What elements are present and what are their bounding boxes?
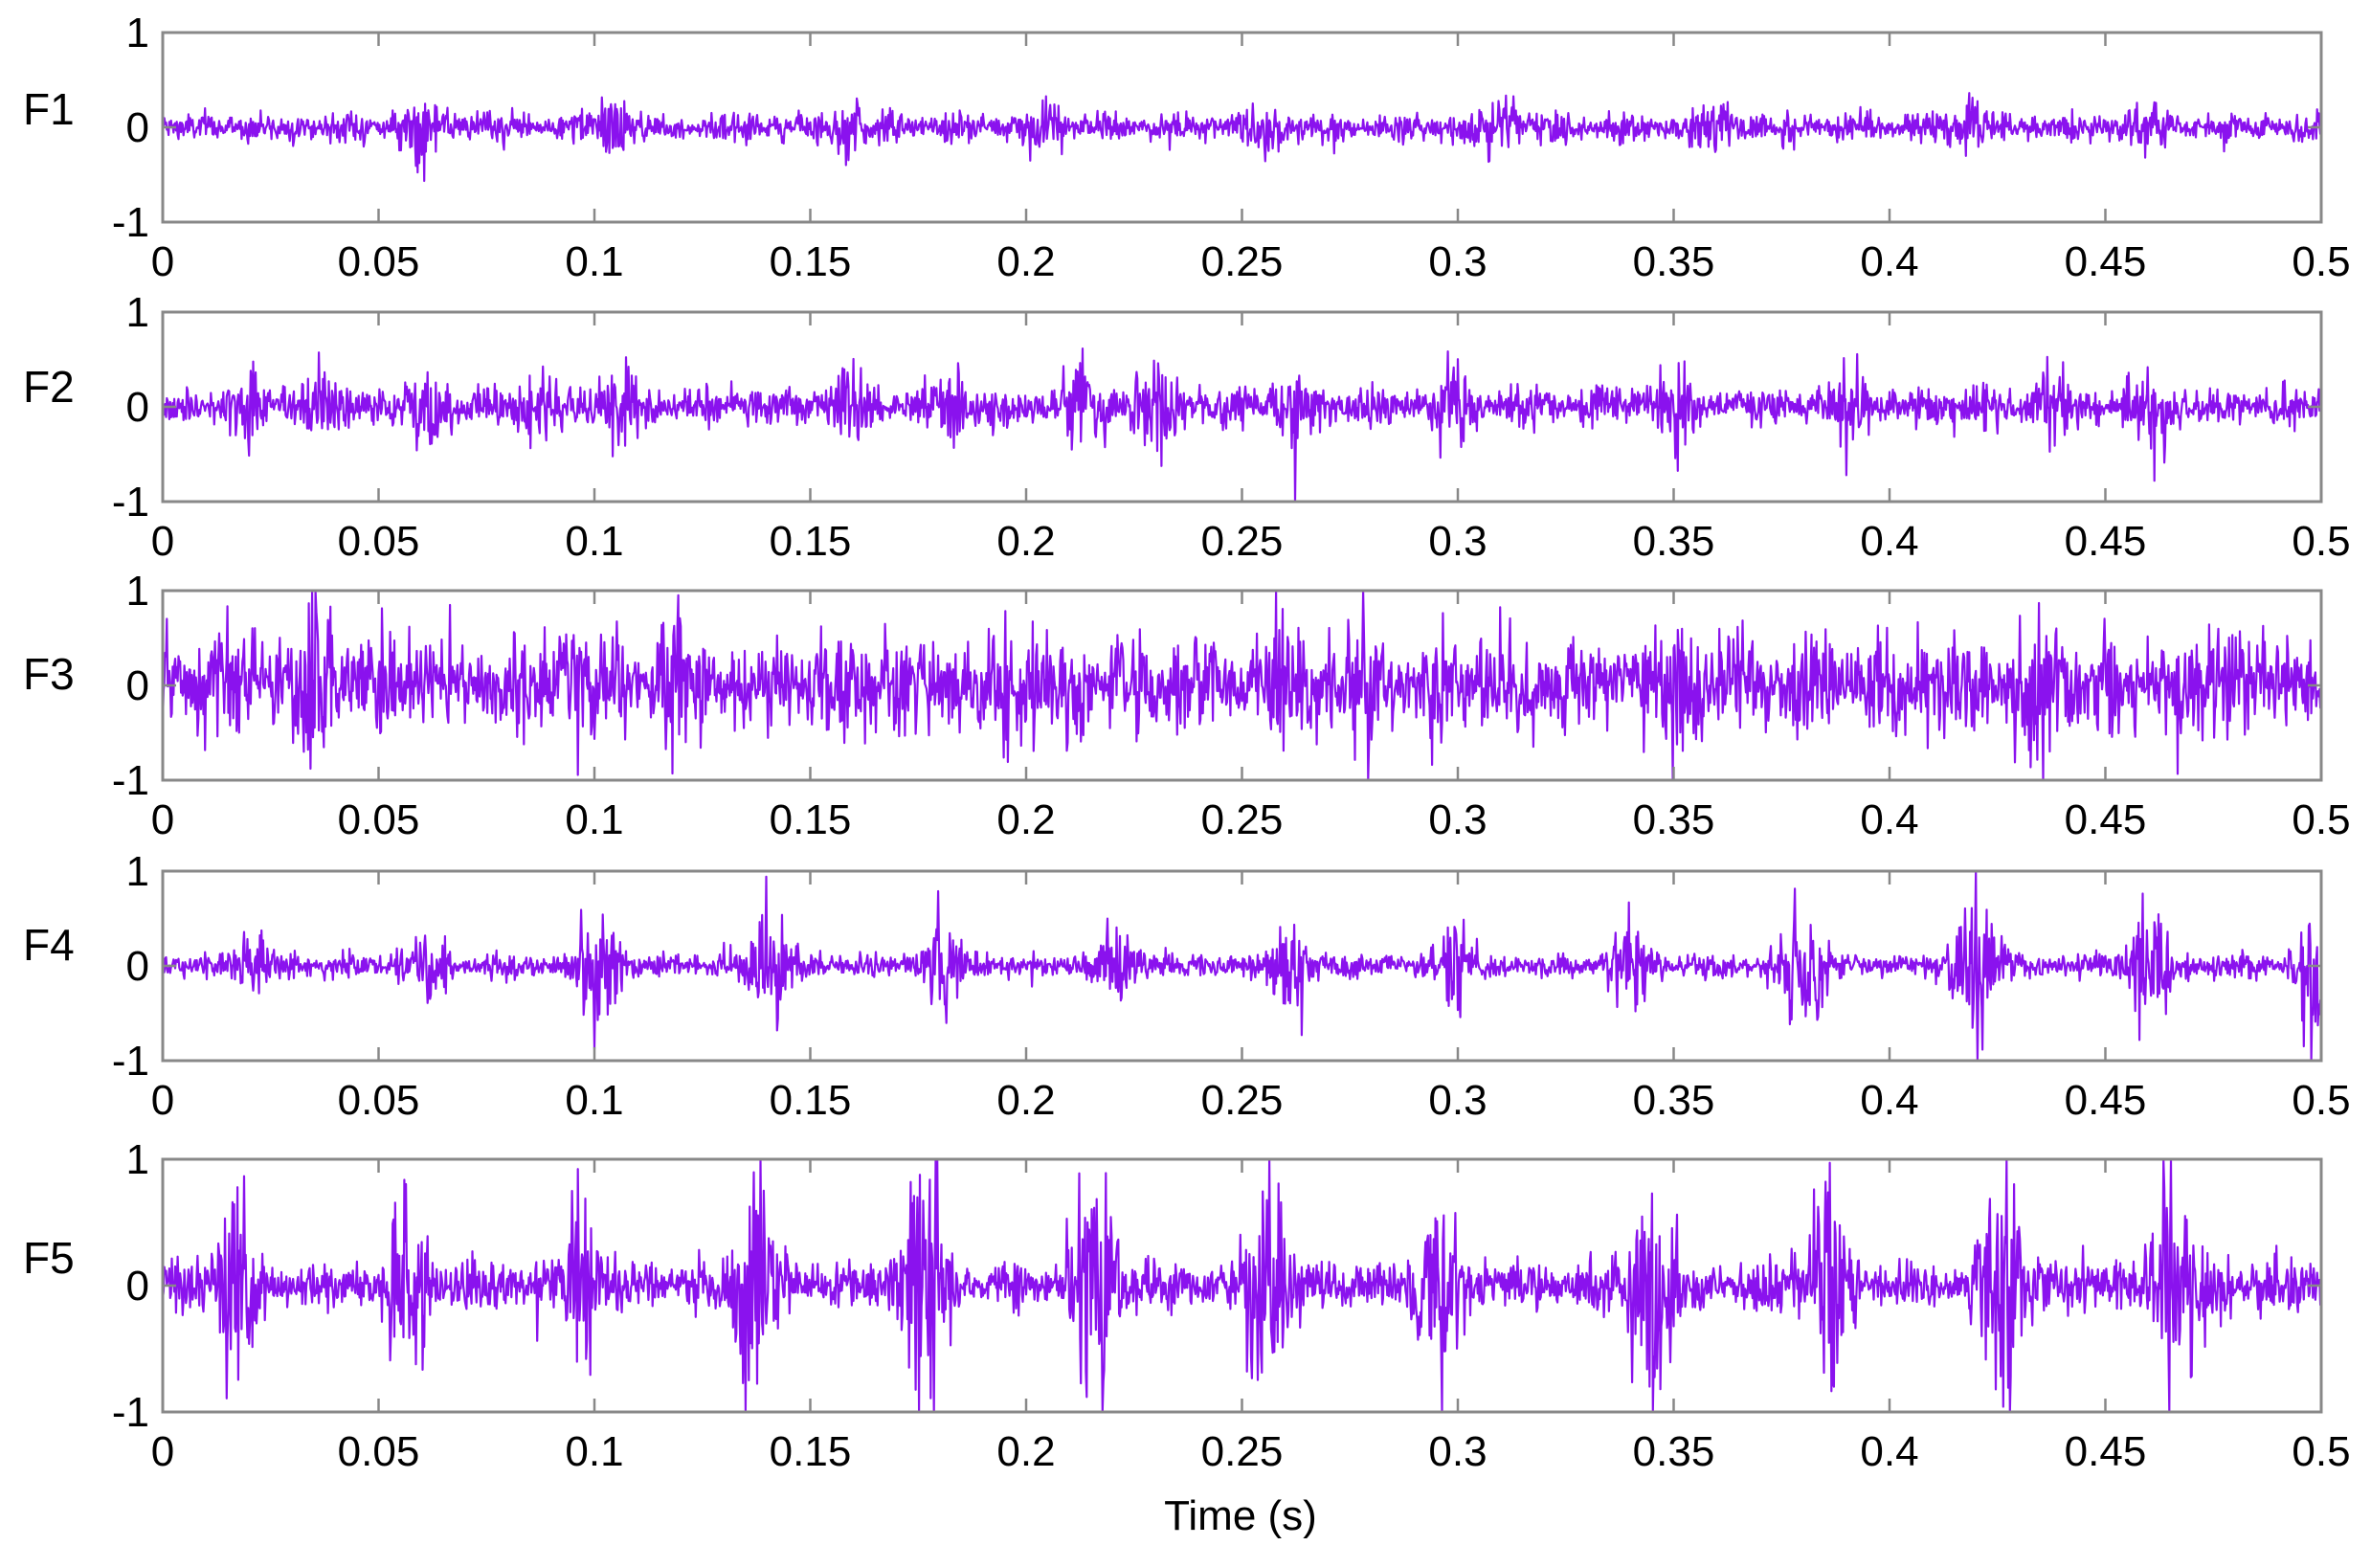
x-tick-label: 0.4 bbox=[1860, 1428, 1918, 1475]
y-tick-label: 0 bbox=[126, 1263, 149, 1310]
x-tick-label: 0.05 bbox=[338, 518, 420, 565]
y-tick-label: 0 bbox=[126, 104, 149, 151]
x-tick-label: 0.25 bbox=[1201, 238, 1284, 285]
panel-f5: 0 0.05 0.1 0.15 0.2 0.25 0.3 0.35 0.4 0.45 0.510-1… bbox=[23, 1136, 2351, 1475]
x-axis-label: Time (s) bbox=[1164, 1492, 1317, 1539]
x-tick-label: 0.1 bbox=[565, 238, 623, 285]
x-tick-label: 0 bbox=[151, 238, 174, 285]
panel-label-f3: F3 bbox=[23, 649, 75, 699]
x-tick-label: 0.05 bbox=[338, 796, 420, 843]
x-tick-label: 0.25 bbox=[1201, 1428, 1284, 1475]
x-tick-label: 0.1 bbox=[565, 796, 623, 843]
signal-line-f4 bbox=[161, 869, 2323, 1063]
x-tick-label: 0.3 bbox=[1428, 1428, 1487, 1475]
y-tick-label: 1 bbox=[126, 1136, 149, 1183]
panel-label-f4: F4 bbox=[23, 920, 75, 970]
x-tick-label: 0.2 bbox=[996, 1077, 1055, 1124]
x-tick-label: 0.35 bbox=[1633, 238, 1715, 285]
x-tick-label: 0.4 bbox=[1860, 518, 1918, 565]
panel-f1: 0 0.05 0.1 0.15 0.2 0.25 0.3 0.35 0.4 0.45 0.510-1… bbox=[23, 10, 2351, 285]
x-tick-label: 0.05 bbox=[338, 238, 420, 285]
y-tick-label: 0 bbox=[126, 943, 149, 990]
y-tick-label: 0 bbox=[126, 384, 149, 431]
x-tick-label: 0.35 bbox=[1633, 518, 1715, 565]
x-tick-label: 0.25 bbox=[1201, 518, 1284, 565]
x-tick-label: 0.35 bbox=[1633, 1428, 1715, 1475]
x-tick-label: 0.5 bbox=[2292, 1077, 2350, 1124]
signal-line-f2 bbox=[161, 347, 2323, 504]
panel-label-f2: F2 bbox=[23, 362, 75, 412]
x-tick-label: 0.3 bbox=[1428, 238, 1487, 285]
x-tick-label: 0.25 bbox=[1201, 796, 1284, 843]
signal-line-f1 bbox=[161, 92, 2323, 183]
x-tick-label: 0.2 bbox=[996, 238, 1055, 285]
x-tick-label: 0.2 bbox=[996, 1428, 1055, 1475]
y-tick-label: -1 bbox=[112, 479, 149, 526]
x-tick-label: 0.35 bbox=[1633, 796, 1715, 843]
y-tick-label: -1 bbox=[112, 1389, 149, 1436]
y-tick-label: -1 bbox=[112, 1038, 149, 1085]
x-tick-label: 0.4 bbox=[1860, 796, 1918, 843]
x-tick-label: 0 bbox=[151, 1428, 174, 1475]
x-tick-label: 0.4 bbox=[1860, 238, 1918, 285]
x-tick-label: 0.1 bbox=[565, 1428, 623, 1475]
x-tick-label: 0.2 bbox=[996, 518, 1055, 565]
y-tick-label: -1 bbox=[112, 199, 149, 246]
x-tick-label: 0.5 bbox=[2292, 238, 2350, 285]
x-tick-label: 0.5 bbox=[2292, 518, 2350, 565]
x-tick-label: 0 bbox=[151, 518, 174, 565]
x-tick-label: 0.45 bbox=[2065, 518, 2147, 565]
y-tick-label: 1 bbox=[126, 289, 149, 336]
y-tick-label: 1 bbox=[126, 848, 149, 895]
x-tick-label: 0.4 bbox=[1860, 1077, 1918, 1124]
panel-label-f1: F1 bbox=[23, 84, 75, 134]
x-tick-label: 0.2 bbox=[996, 796, 1055, 843]
x-tick-label: 0 bbox=[151, 796, 174, 843]
y-tick-label: 1 bbox=[126, 10, 149, 56]
panels-group: 0 0.05 0.1 0.15 0.2 0.25 0.3 0.35 0.4 0.45 0.510-1… bbox=[23, 10, 2351, 1475]
panel-f4: 0 0.05 0.1 0.15 0.2 0.25 0.3 0.35 0.4 0.45 0.510-1… bbox=[23, 848, 2351, 1124]
x-tick-label: 0.15 bbox=[770, 238, 852, 285]
x-tick-label: 0.45 bbox=[2065, 796, 2147, 843]
panel-f3: 0 0.05 0.1 0.15 0.2 0.25 0.3 0.35 0.4 0.45 0.510-1… bbox=[23, 568, 2351, 843]
x-tick-label: 0.1 bbox=[565, 1077, 623, 1124]
panel-f2: 0 0.05 0.1 0.15 0.2 0.25 0.3 0.35 0.4 0.45 0.510-1… bbox=[23, 289, 2351, 565]
x-tick-label: 0.15 bbox=[770, 1428, 852, 1475]
x-tick-label: 0.5 bbox=[2292, 796, 2350, 843]
y-tick-label: 0 bbox=[126, 662, 149, 709]
signal-line-f3 bbox=[161, 589, 2323, 782]
x-tick-label: 0.35 bbox=[1633, 1077, 1715, 1124]
x-tick-label: 0.15 bbox=[770, 518, 852, 565]
y-tick-label: 1 bbox=[126, 568, 149, 615]
x-tick-label: 0.3 bbox=[1428, 796, 1487, 843]
x-tick-label: 0.45 bbox=[2065, 1428, 2147, 1475]
panel-label-f5: F5 bbox=[23, 1233, 75, 1283]
x-tick-label: 0.5 bbox=[2292, 1428, 2350, 1475]
y-tick-label: -1 bbox=[112, 757, 149, 804]
x-tick-label: 0.05 bbox=[338, 1077, 420, 1124]
signal-line-f5 bbox=[161, 1157, 2323, 1414]
x-tick-label: 0.25 bbox=[1201, 1077, 1284, 1124]
x-tick-label: 0.1 bbox=[565, 518, 623, 565]
x-tick-label: 0.3 bbox=[1428, 518, 1487, 565]
x-tick-label: 0.3 bbox=[1428, 1077, 1487, 1124]
x-tick-label: 0.45 bbox=[2065, 238, 2147, 285]
x-tick-label: 0.15 bbox=[770, 1077, 852, 1124]
x-tick-label: 0 bbox=[151, 1077, 174, 1124]
x-tick-label: 0.45 bbox=[2065, 1077, 2147, 1124]
x-tick-label: 0.15 bbox=[770, 796, 852, 843]
x-tick-label: 0.05 bbox=[338, 1428, 420, 1475]
